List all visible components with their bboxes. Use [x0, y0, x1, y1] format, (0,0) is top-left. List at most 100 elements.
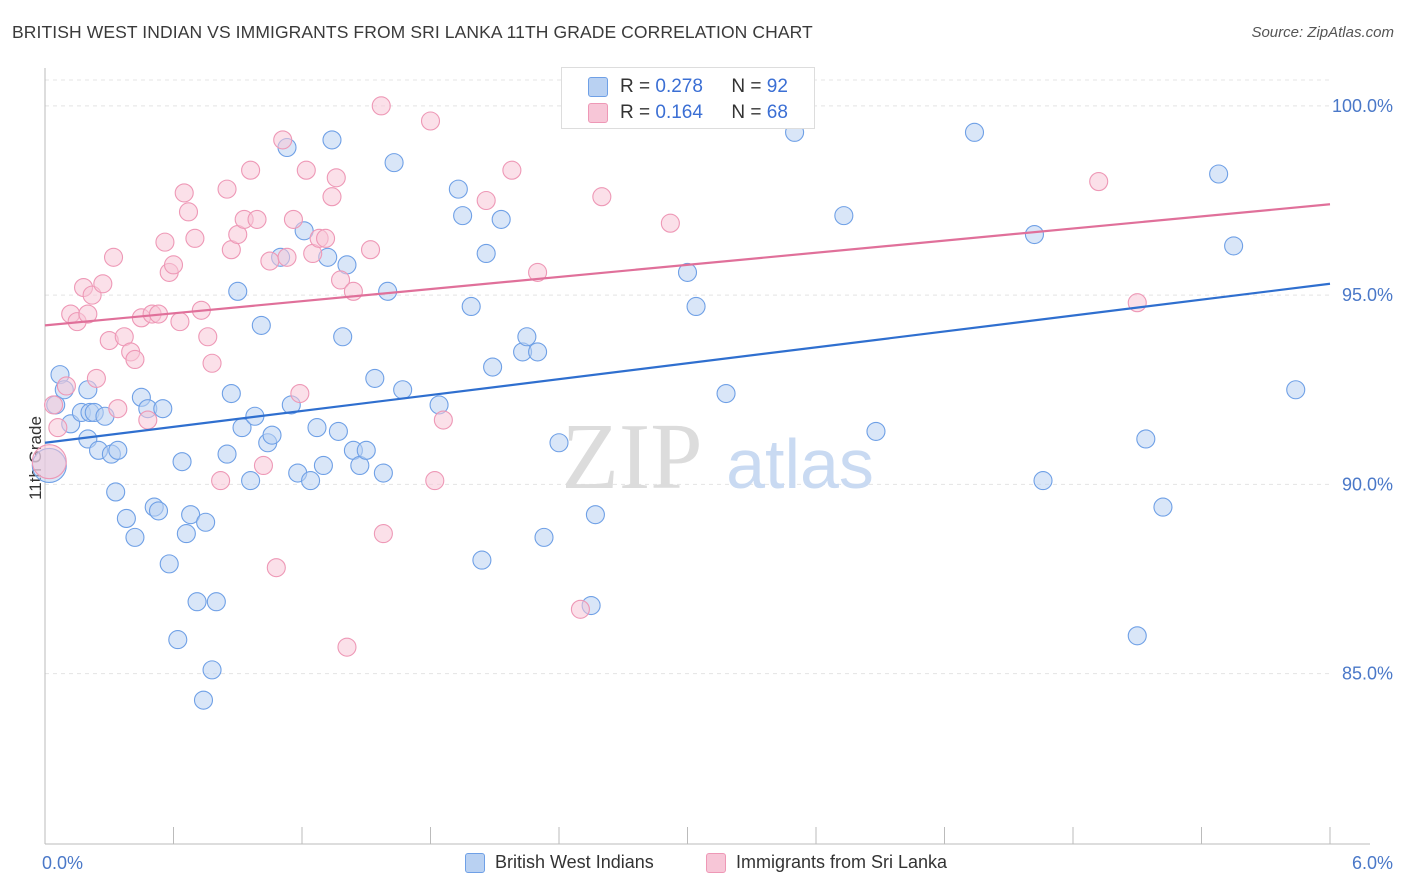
data-point [163, 255, 184, 275]
data-point [866, 421, 886, 441]
r-value: 0.278 [655, 76, 703, 97]
series-british-west-indians [31, 122, 1306, 710]
data-point [472, 550, 492, 570]
data-point [316, 228, 336, 248]
y-tick-label: 85.0% [1342, 664, 1393, 684]
data-point [176, 524, 196, 544]
data-point [1033, 471, 1053, 491]
data-point [241, 471, 261, 491]
data-point [187, 592, 207, 612]
data-point [301, 471, 321, 491]
data-point [198, 327, 218, 347]
r-label: R = [620, 102, 651, 123]
data-point [196, 512, 216, 532]
data-point [103, 247, 124, 267]
chart-title: BRITISH WEST INDIAN VS IMMIGRANTS FROM S… [12, 22, 813, 42]
data-point [262, 425, 282, 445]
data-point [1153, 497, 1173, 517]
data-point [433, 410, 453, 430]
watermark-atlas: atlas [726, 425, 874, 503]
data-point [483, 357, 503, 377]
data-point [290, 383, 310, 404]
legend-swatch-blue [465, 852, 485, 873]
legend-item-immigrants-from-sri-lanka[interactable]: Immigrants from Sri Lanka [706, 852, 947, 873]
legend-item-british-west-indians[interactable]: British West Indians [465, 852, 654, 873]
data-point [365, 368, 385, 388]
data-point [384, 153, 404, 173]
data-point [78, 304, 98, 324]
data-point [677, 262, 698, 282]
data-point [174, 183, 194, 203]
data-point [570, 599, 590, 619]
data-point [277, 247, 297, 267]
legend-swatch-pink [706, 852, 726, 873]
data-point [1127, 626, 1147, 646]
data-point [534, 527, 554, 547]
data-point [260, 251, 280, 271]
n-label: N = [731, 102, 762, 123]
data-point [296, 160, 316, 180]
data-point [330, 270, 351, 290]
data-point [251, 315, 271, 335]
stats-row-british-west-indians: R = 0.278 N = 92 [588, 76, 788, 98]
data-point [328, 421, 348, 441]
data-point [48, 418, 68, 438]
data-point [125, 349, 145, 370]
data-point [44, 395, 64, 415]
data-point [266, 558, 286, 578]
data-point [307, 418, 327, 438]
stats-legend: R = 0.278 N = 92 R = 0.164 N = 68 [561, 67, 815, 129]
data-point [393, 380, 413, 400]
trend-line-pink [44, 203, 1331, 327]
data-point [31, 444, 67, 480]
data-point [247, 209, 267, 229]
data-point [1024, 225, 1044, 245]
data-point [159, 554, 179, 574]
data-point [660, 213, 680, 233]
y-tick-label: 100.0% [1332, 96, 1393, 116]
data-point [56, 376, 76, 396]
data-point [1089, 172, 1109, 192]
data-point [228, 281, 248, 301]
data-point [193, 690, 214, 710]
data-point [116, 508, 136, 529]
data-point [170, 312, 190, 332]
trend-lines [44, 203, 1331, 444]
data-point [221, 383, 241, 404]
stats-swatch-blue [588, 77, 608, 97]
data-point [217, 179, 237, 199]
data-point [217, 444, 237, 464]
x-tick-label: 6.0% [1352, 853, 1393, 873]
data-point [1136, 429, 1156, 449]
data-point [448, 179, 468, 199]
r-value: 0.164 [655, 102, 703, 123]
data-point [453, 206, 473, 226]
data-point [592, 187, 612, 207]
data-point [356, 440, 376, 460]
n-label: N = [731, 76, 762, 97]
r-label: R = [620, 76, 651, 97]
data-point [322, 130, 342, 150]
data-point [425, 471, 445, 491]
legend-label: Immigrants from Sri Lanka [736, 852, 948, 872]
data-point [502, 160, 522, 180]
data-point [1209, 164, 1229, 184]
data-point [1224, 236, 1244, 256]
data-point [585, 505, 605, 525]
data-point [373, 524, 393, 544]
data-point [211, 471, 231, 491]
data-point [241, 160, 261, 180]
data-point [378, 281, 398, 301]
data-point [360, 240, 381, 260]
source-label: Source: ZipAtlas.com [1251, 24, 1394, 41]
data-point [86, 368, 106, 388]
watermark-zip: ZIP [562, 405, 703, 509]
data-point [108, 440, 128, 460]
data-point [549, 433, 569, 453]
data-point [153, 399, 173, 419]
data-point [273, 130, 293, 150]
data-point [528, 262, 548, 282]
data-point [1286, 380, 1306, 400]
data-point [517, 327, 537, 347]
legend: British West Indians Immigrants from Sri… [0, 852, 1406, 876]
